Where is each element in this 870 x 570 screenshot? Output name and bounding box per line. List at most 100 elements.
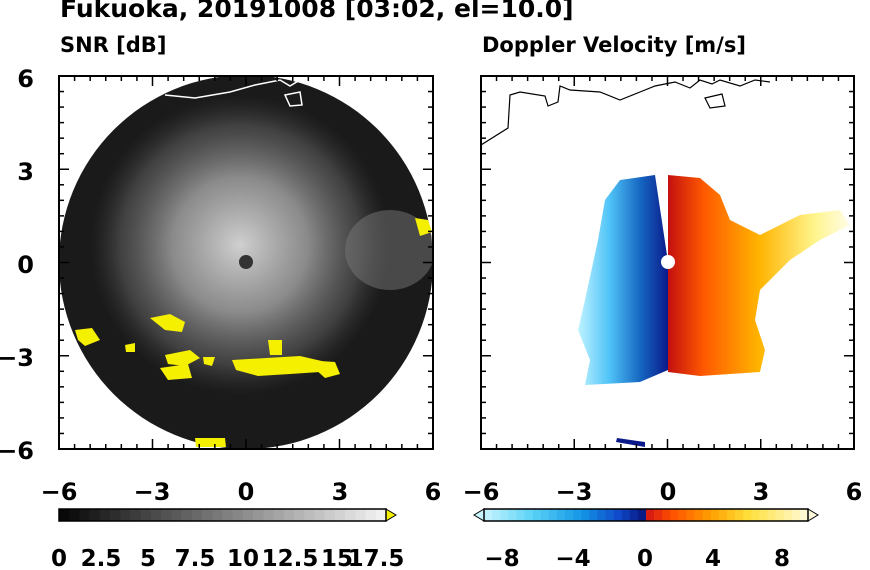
colorbar-swatch [304,509,315,521]
colorbar-swatch [324,509,336,521]
chart-title: Fukuoka, 20191008 [03:02, el=10.0] [60,0,574,23]
x-tick-label: −6 [463,478,500,506]
colorbar-swatch [516,509,525,521]
colorbar-swatch [646,509,655,521]
snr-coastline-island [283,91,303,107]
colorbar-swatch [150,509,162,521]
colorbar-swatch [99,509,111,521]
colorbar-label: 17.5 [348,546,405,570]
colorbar-swatch [130,509,142,521]
colorbar-swatch [365,509,377,521]
doppler-approaching-region [578,175,668,385]
radar-site-marker [239,255,253,269]
x-tick-label: 6 [846,478,863,506]
snr-plot: 6 3 0 −3 −6 −6 −3 0 3 6 0 2.5 5 7.5 10 1… [0,65,441,570]
colorbar-swatch [59,509,70,521]
x-tick-label: 3 [753,478,770,506]
colorbar-label: 5 [140,546,156,570]
colorbar-swatch [621,509,631,521]
colorbar-swatch [345,509,356,521]
colorbar-extend-min [473,508,485,522]
colorbar-swatch [783,509,793,521]
doppler-colorbar [473,508,819,522]
colorbar-swatch [500,509,509,521]
y-tick-label: −3 [0,344,34,372]
colorbar-label: −4 [555,546,590,570]
colorbar-swatch [581,509,590,521]
colorbar-swatch [686,509,695,521]
colorbar-swatch [775,509,784,521]
colorbar-swatch [232,509,244,521]
colorbar-frame [483,508,809,522]
colorbar-label: 2.5 [81,546,122,570]
colorbar-swatch [718,509,728,521]
colorbar-swatch [524,509,533,521]
colorbar-swatch [548,509,558,521]
colorbar-swatch [202,509,213,521]
colorbar-swatch [508,509,517,521]
colorbar-swatch [89,509,101,521]
y-tick-label: 6 [17,65,34,93]
colorbar-swatch [702,509,712,521]
colorbar-label: 15 [321,546,353,570]
colorbar-label: 0 [637,546,653,570]
colorbar-swatch [613,509,622,521]
colorbar-swatch [605,509,614,521]
doppler-colorbar-labels: −8 −4 0 4 8 [484,546,790,570]
y-tick-label: 0 [17,251,34,279]
x-tick-label: −6 [41,478,78,506]
colorbar-label: 12.5 [262,546,319,570]
colorbar-swatch [751,509,760,521]
colorbar-label: 10 [227,546,259,570]
colorbar-swatch [710,509,720,521]
colorbar-swatch [191,509,203,521]
colorbar-swatch [140,509,152,521]
colorbar-swatch [263,509,274,521]
colorbar-swatch [283,509,295,521]
colorbar-swatch [532,509,541,521]
colorbar-swatch [212,509,223,521]
colorbar-swatch [484,509,493,521]
colorbar-swatch [670,509,679,521]
colorbar-extend-max [807,508,819,522]
colorbar-swatch [694,509,703,521]
colorbar-label: −8 [484,546,519,570]
x-tick-label: 0 [238,478,255,506]
colorbar-swatch [678,509,687,521]
colorbar-swatch [727,509,736,521]
colorbar-swatch [492,509,501,521]
colorbar-swatch [242,509,254,521]
colorbar-swatch [637,509,647,521]
colorbar-swatch [171,509,182,521]
x-tick-label: −3 [134,478,171,506]
colorbar-swatch [629,509,639,521]
doppler-radar-site [661,255,675,269]
colorbar-label: 0 [51,546,67,570]
doppler-receding-region [668,175,850,376]
colorbar-extend-max [385,508,397,522]
doppler-x-axis-labels: −6 −3 0 3 6 [463,478,863,506]
colorbar-swatch [589,509,598,521]
snr-high-echo-patches [75,218,432,447]
snr-panel-title: SNR [dB] [60,33,167,57]
snr-colorbar-labels: 0 2.5 5 7.5 10 12.5 15 17.5 [51,546,404,570]
x-tick-label: 3 [332,478,349,506]
snr-axis-ticks [58,75,434,450]
colorbar-swatch [69,509,80,521]
colorbar-swatch [181,509,193,521]
colorbar-swatch [355,509,366,521]
colorbar-swatch [314,509,325,521]
colorbar-swatch [79,509,90,521]
doppler-panel-title: Doppler Velocity [m/s] [482,33,746,57]
colorbar-swatch [222,509,234,521]
colorbar-swatch [735,509,744,521]
colorbar-swatch [597,509,606,521]
x-tick-label: 0 [660,478,677,506]
doppler-far-echo [616,438,645,447]
y-tick-label: 3 [17,158,34,186]
colorbar-swatch [120,509,131,521]
colorbar-label: 8 [774,546,790,570]
snr-coastline [164,79,331,99]
snr-echo-east [345,210,433,290]
